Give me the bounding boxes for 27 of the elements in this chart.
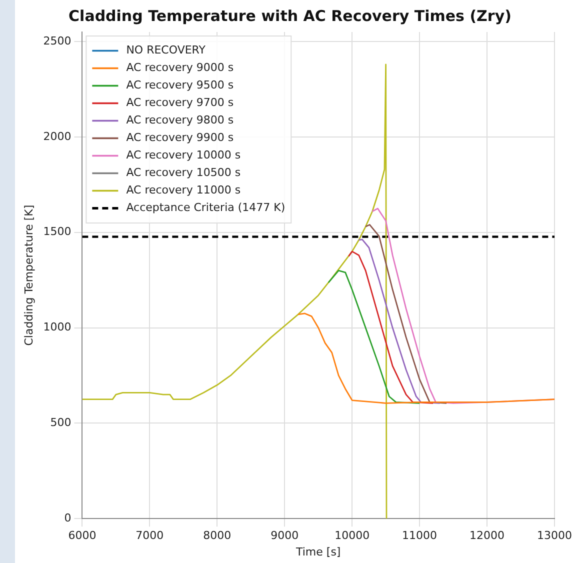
x-tick-label: 7000 xyxy=(136,529,164,542)
legend-label: AC recovery 10500 s xyxy=(126,166,241,180)
y-tick-label: 1500 xyxy=(43,225,72,238)
y-tick-label: 0 xyxy=(64,511,72,524)
x-tick-label: 13000 xyxy=(537,529,572,542)
legend-label: NO RECOVERY xyxy=(126,44,206,57)
legend-label: AC recovery 11000 s xyxy=(126,184,241,197)
y-tick-label: 1000 xyxy=(43,320,72,334)
y-tick-label: 2000 xyxy=(43,130,72,143)
x-tick-label: 8000 xyxy=(203,529,232,542)
x-tick-label: 10000 xyxy=(334,529,370,542)
x-tick-label: 11000 xyxy=(402,529,438,542)
y-tick-label: 2500 xyxy=(43,34,72,48)
y-axis-title: Cladding Temperature [K] xyxy=(22,204,36,346)
legend-label: AC recovery 9700 s xyxy=(126,96,234,110)
legend-label: AC recovery 9800 s xyxy=(126,114,234,127)
legend-label: AC recovery 9000 s xyxy=(126,61,234,74)
x-tick-label: 6000 xyxy=(68,529,96,542)
x-tick-label: 12000 xyxy=(470,529,505,542)
chart-title: Cladding Temperature with AC Recovery Times (Zry) xyxy=(68,6,512,25)
x-axis-title: Time [s] xyxy=(294,545,341,558)
legend-label: AC recovery 9900 s xyxy=(126,131,234,144)
x-tick-label: 9000 xyxy=(270,529,299,542)
y-tick-label: 500 xyxy=(50,416,72,430)
legend-label: AC recovery 10000 s xyxy=(126,148,241,162)
legend-label: AC recovery 9500 s xyxy=(126,78,234,92)
legend-label: Acceptance Criteria (1477 K) xyxy=(126,201,286,214)
